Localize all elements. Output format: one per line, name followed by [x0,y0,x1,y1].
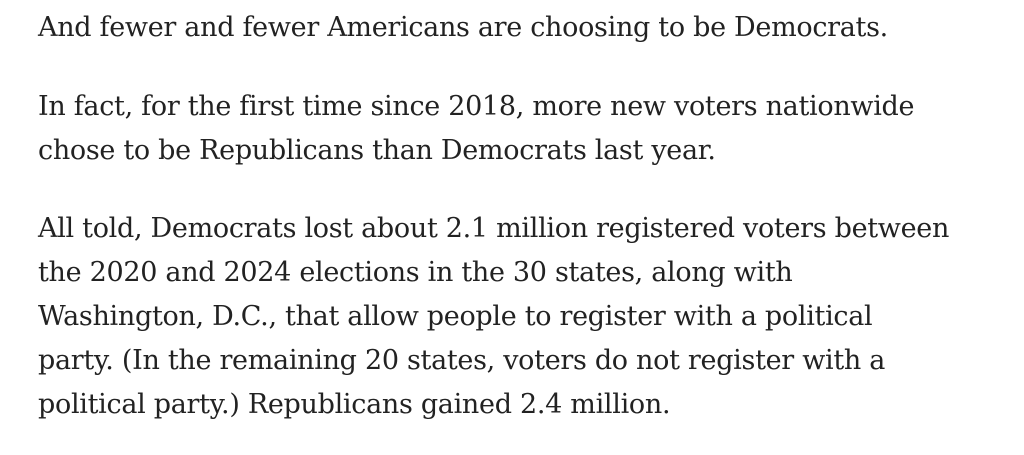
line: Washington, D.C., that allow people to r… [38,301,873,332]
paragraph-2: In fact, for the first time since 2018, … [38,85,915,173]
paragraph-1: And fewer and fewer Americans are choosi… [38,6,888,50]
line: In fact, for the first time since 2018, … [38,91,915,122]
line: All told, Democrats lost about 2.1 milli… [38,213,950,244]
line: the 2020 and 2024 elections in the 30 st… [38,257,793,288]
paragraph-3: All told, Democrats lost about 2.1 milli… [38,207,949,427]
line: chose to be Republicans than Democrats l… [38,135,716,166]
line: And fewer and fewer Americans are choosi… [38,12,888,43]
line: party. (In the remaining 20 states, vote… [38,345,886,376]
line: political party.) Republicans gained 2.4… [38,389,671,420]
